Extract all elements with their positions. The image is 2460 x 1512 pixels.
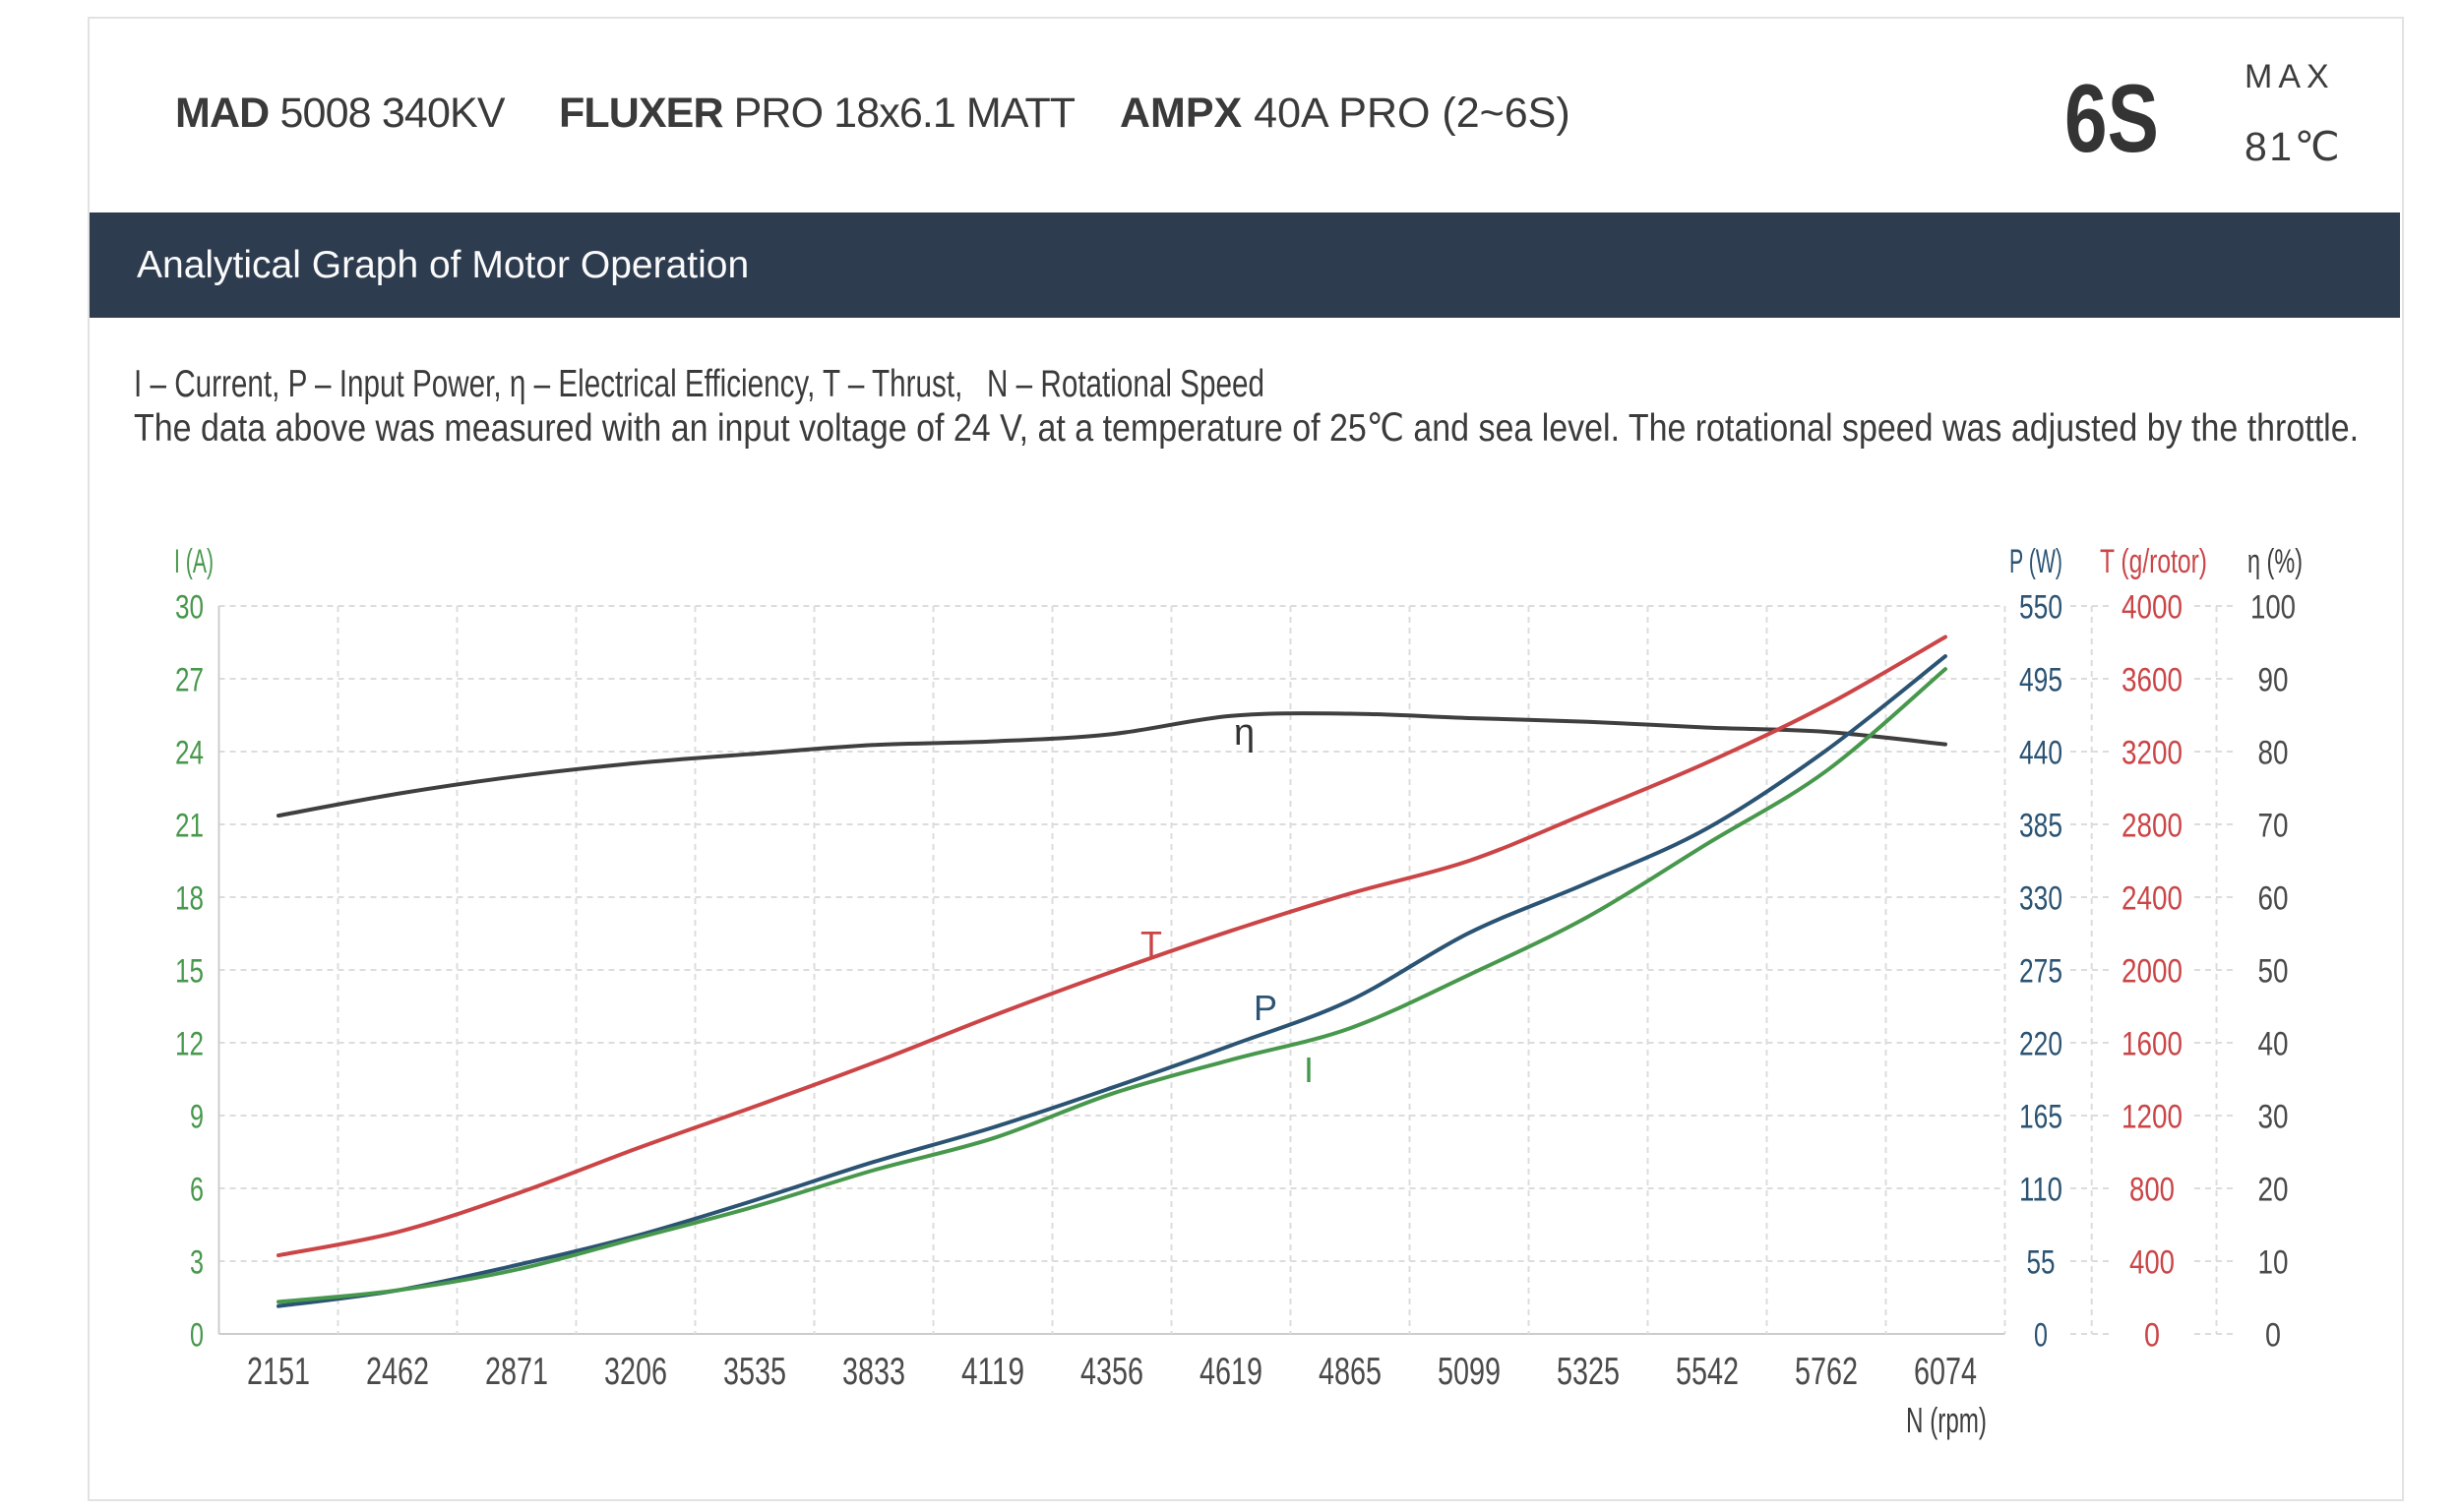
svg-text:3535: 3535 bbox=[723, 1351, 786, 1393]
svg-text:1600: 1600 bbox=[2122, 1026, 2183, 1063]
svg-text:1200: 1200 bbox=[2122, 1099, 2183, 1136]
svg-text:6074: 6074 bbox=[1914, 1351, 1977, 1393]
svg-text:18: 18 bbox=[175, 880, 204, 918]
svg-text:N (rpm): N (rpm) bbox=[1906, 1400, 1987, 1440]
svg-text:110: 110 bbox=[2019, 1172, 2062, 1209]
svg-text:275: 275 bbox=[2019, 953, 2062, 991]
svg-text:5542: 5542 bbox=[1676, 1351, 1739, 1393]
svg-text:70: 70 bbox=[2258, 808, 2289, 845]
svg-text:2462: 2462 bbox=[366, 1351, 429, 1393]
svg-text:4356: 4356 bbox=[1080, 1351, 1143, 1393]
svg-text:5762: 5762 bbox=[1795, 1351, 1858, 1393]
svg-text:3206: 3206 bbox=[604, 1351, 667, 1393]
svg-text:20: 20 bbox=[2258, 1172, 2289, 1209]
svg-text:400: 400 bbox=[2129, 1244, 2175, 1282]
svg-text:9: 9 bbox=[190, 1099, 204, 1136]
svg-text:2151: 2151 bbox=[247, 1351, 310, 1393]
svg-text:3833: 3833 bbox=[842, 1351, 905, 1393]
svg-text:100: 100 bbox=[2250, 589, 2296, 627]
svg-text:4000: 4000 bbox=[2122, 589, 2183, 627]
svg-text:P (W): P (W) bbox=[2009, 543, 2062, 580]
svg-text:5325: 5325 bbox=[1557, 1351, 1620, 1393]
svg-text:330: 330 bbox=[2019, 880, 2062, 918]
svg-text:6: 6 bbox=[190, 1172, 204, 1209]
svg-text:η: η bbox=[1234, 712, 1255, 754]
svg-text:0: 0 bbox=[2265, 1317, 2281, 1355]
svg-text:I (A): I (A) bbox=[174, 543, 214, 580]
svg-text:90: 90 bbox=[2258, 662, 2289, 699]
svg-text:P: P bbox=[1254, 988, 1277, 1028]
svg-text:50: 50 bbox=[2258, 953, 2289, 991]
svg-text:440: 440 bbox=[2019, 735, 2062, 772]
svg-text:0: 0 bbox=[190, 1317, 204, 1355]
svg-text:165: 165 bbox=[2019, 1099, 2062, 1136]
svg-text:2871: 2871 bbox=[485, 1351, 548, 1393]
svg-text:2800: 2800 bbox=[2122, 808, 2183, 845]
svg-text:15: 15 bbox=[175, 953, 204, 991]
svg-text:24: 24 bbox=[175, 735, 204, 772]
svg-text:21: 21 bbox=[175, 808, 204, 845]
svg-text:60: 60 bbox=[2258, 880, 2289, 918]
svg-text:2400: 2400 bbox=[2122, 880, 2183, 918]
svg-text:800: 800 bbox=[2129, 1172, 2175, 1209]
svg-text:55: 55 bbox=[2027, 1244, 2056, 1282]
svg-text:30: 30 bbox=[175, 589, 204, 627]
svg-text:0: 0 bbox=[2034, 1317, 2048, 1355]
svg-text:27: 27 bbox=[175, 662, 204, 699]
svg-text:5099: 5099 bbox=[1438, 1351, 1501, 1393]
svg-text:40: 40 bbox=[2258, 1026, 2289, 1063]
svg-text:30: 30 bbox=[2258, 1099, 2289, 1136]
svg-text:T (g/rotor): T (g/rotor) bbox=[2100, 543, 2207, 580]
svg-text:T: T bbox=[1140, 924, 1162, 964]
svg-text:495: 495 bbox=[2019, 662, 2062, 699]
svg-text:80: 80 bbox=[2258, 735, 2289, 772]
svg-text:4865: 4865 bbox=[1319, 1351, 1382, 1393]
svg-text:3600: 3600 bbox=[2122, 662, 2183, 699]
svg-text:3: 3 bbox=[190, 1244, 204, 1282]
svg-text:4619: 4619 bbox=[1199, 1351, 1262, 1393]
svg-text:10: 10 bbox=[2258, 1244, 2289, 1282]
svg-text:550: 550 bbox=[2019, 589, 2062, 627]
svg-text:I: I bbox=[1304, 1050, 1314, 1090]
svg-text:3200: 3200 bbox=[2122, 735, 2183, 772]
svg-text:0: 0 bbox=[2144, 1317, 2160, 1355]
svg-text:4119: 4119 bbox=[961, 1351, 1024, 1393]
svg-text:2000: 2000 bbox=[2122, 953, 2183, 991]
svg-text:12: 12 bbox=[175, 1026, 204, 1063]
svg-text:220: 220 bbox=[2019, 1026, 2062, 1063]
svg-text:385: 385 bbox=[2019, 808, 2062, 845]
svg-text:η (%): η (%) bbox=[2247, 543, 2303, 580]
